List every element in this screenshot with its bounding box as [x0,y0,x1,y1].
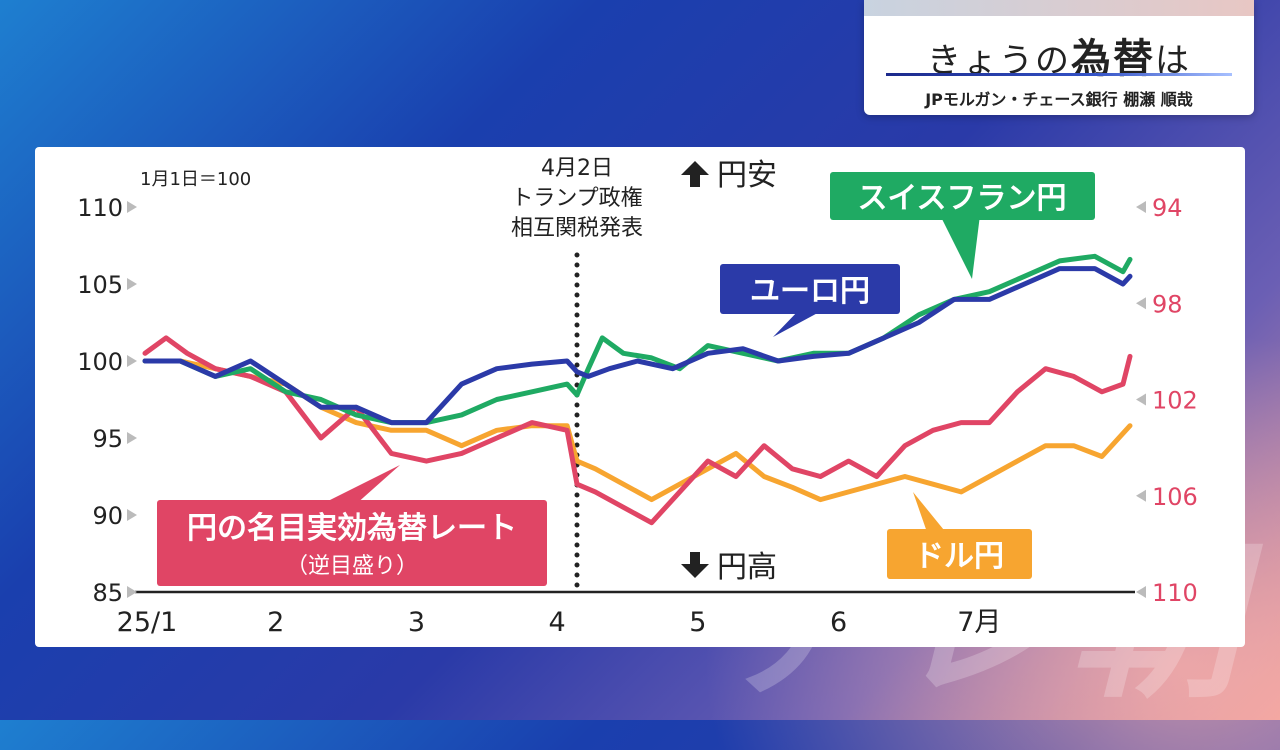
segment-subtitle: JPモルガン・チェース銀行 棚瀬 順哉 [925,90,1193,109]
series-line [142,335,1133,526]
series-label: スイスフラン円 [857,181,1066,216]
y-right-tick-label: 94 [1152,194,1183,222]
series-label-box [720,264,900,314]
y-left-tick-label: 100 [77,348,123,376]
y-right-tick-label: 102 [1152,387,1198,415]
y-left-tick-marker [127,355,137,367]
series-sublabel: （逆目盛り） [286,554,418,579]
series-line [142,358,1133,503]
y-left-tick-label: 105 [77,271,123,299]
x-tick-label: 4 [549,607,566,638]
x-tick-label: 2 [267,607,284,638]
exchange-rate-chart: 25/1 2 3 4 5 6 7月 110 105 100 95 90 85 94 98 102 106 110 1… [77,156,1198,638]
arrow-down-icon [681,552,709,578]
y-right-tick-marker [1136,201,1146,213]
series-label-box [887,529,1032,579]
y-right-tick-label: 106 [1152,483,1198,511]
x-tick-label: 25/1 [117,607,178,638]
x-tick-label: 3 [408,607,425,638]
series-label-box [157,500,547,586]
y-left-tick-marker [127,509,137,521]
series-line [142,253,1133,426]
series-label: ドル円 [914,539,1004,574]
chart-panel: 25/1 2 3 4 5 6 7月 110 105 100 95 90 85 94 98 102 106 110 1… [35,147,1245,647]
annotation-text: トランプ政権 [511,186,642,211]
y-left-tick-marker [127,432,137,444]
y-right-tick-marker [1136,586,1146,598]
y-right-tick-label: 110 [1152,579,1198,607]
series-label: 円の名目実効為替レート [187,511,517,546]
series-line [142,266,1133,426]
callout-pointer [940,215,980,279]
title-card-topbar [864,0,1254,16]
series-label-box [830,172,1095,220]
direction-label-down: 円高 [717,550,777,585]
segment-title-card: きょうの為替は JPモルガン・チェース銀行 棚瀬 順哉 [864,0,1254,115]
x-tick-label: 6 [830,607,847,638]
callout-pointer [773,309,825,337]
direction-label-up: 円安 [717,158,777,193]
y-left-tick-label: 95 [92,425,123,453]
y-right-tick-marker [1136,297,1146,310]
title-underline [886,73,1232,76]
y-right-tick-label: 98 [1152,290,1183,318]
x-tick-label: 7月 [957,607,1001,638]
callout-pointer [913,492,948,535]
x-tick-label: 5 [689,607,706,638]
y-left-tick-marker [127,201,137,213]
annotation-text: 4月2日 [541,156,613,181]
y-left-tick-label: 85 [92,579,123,607]
series-label: ユーロ円 [750,274,870,309]
annotation-text: 相互関税発表 [511,216,643,241]
y-right-tick-marker [1136,393,1146,406]
y-left-tick-label: 90 [92,502,123,530]
callout-pointer [320,465,400,505]
y-left-tick-marker [127,278,137,290]
y-left-tick-marker [127,586,137,598]
y-left-tick-label: 110 [77,194,123,222]
arrow-up-icon [681,161,709,187]
index-base-note: 1月1日＝100 [140,169,251,190]
y-right-tick-marker [1136,489,1146,502]
